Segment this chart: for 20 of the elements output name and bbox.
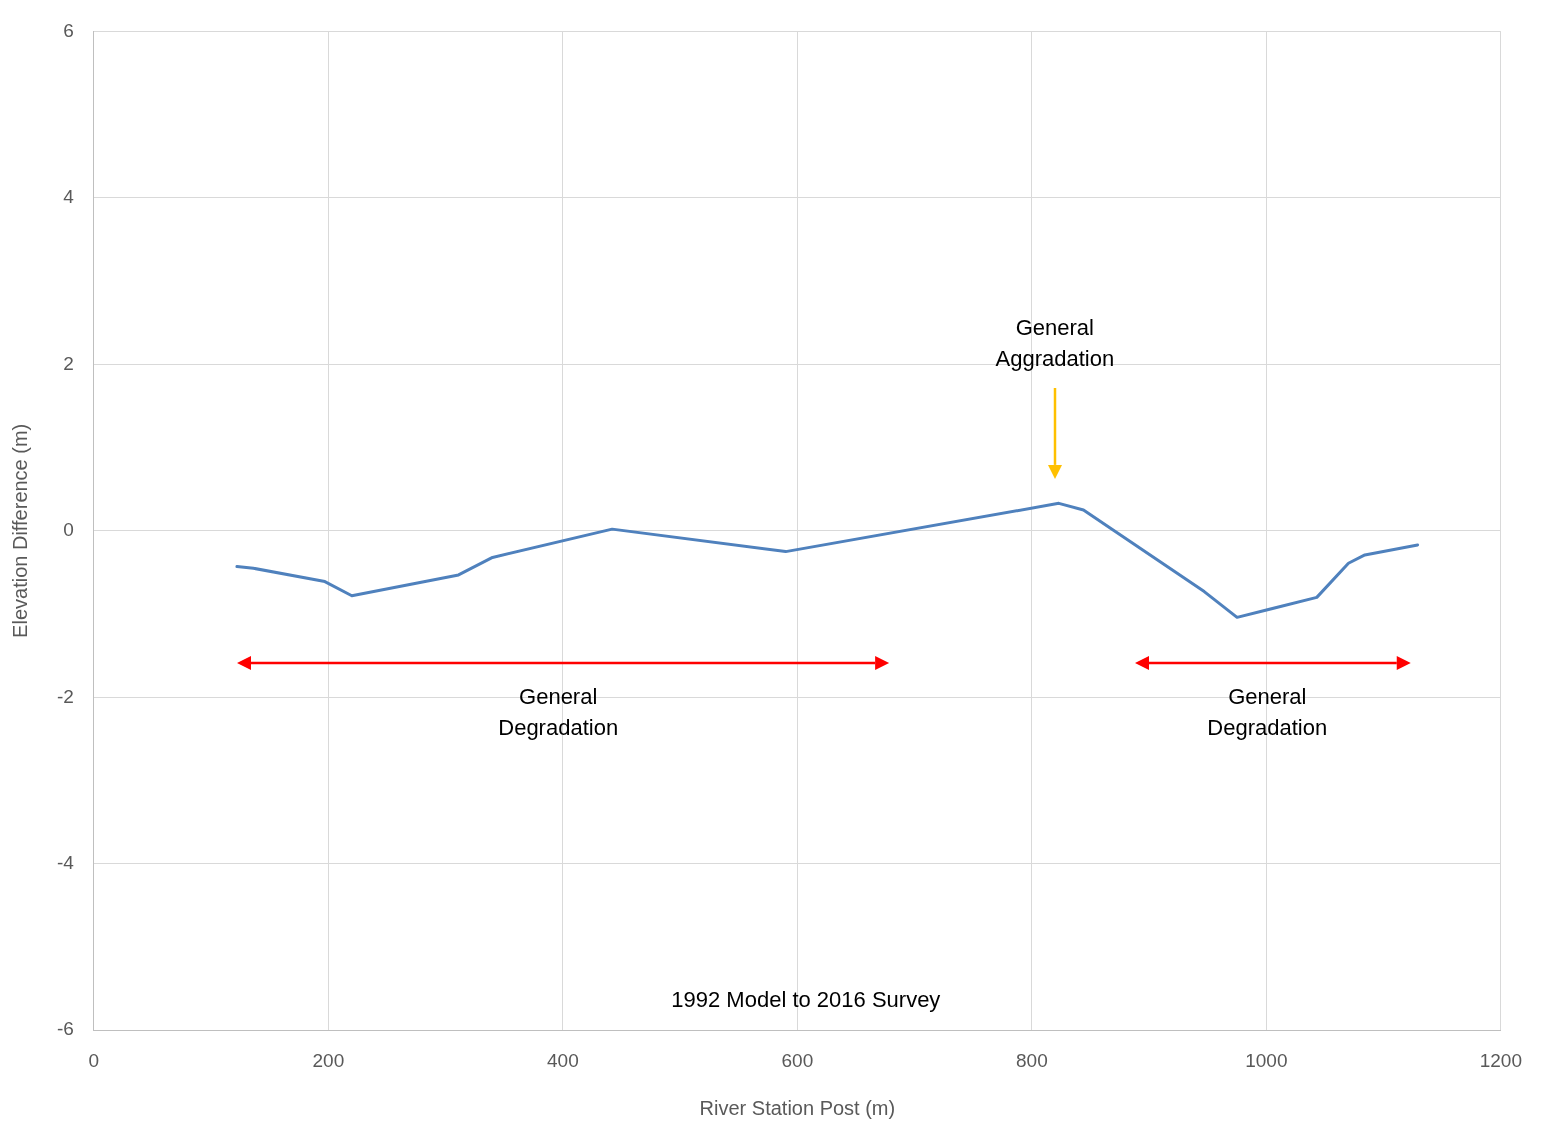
annotation: 1992 Model to 2016 Survey [671, 987, 941, 1013]
x-tick-label: 600 [781, 1049, 814, 1071]
x-tick-label: 1200 [1479, 1049, 1523, 1071]
y-tick-label: 0 [63, 519, 74, 541]
x-axis-title: River Station Post (m) [699, 1096, 896, 1119]
y-axis-title: Elevation Difference (m) [8, 423, 31, 638]
annotation: General Aggradation [995, 315, 1115, 372]
y-tick-label: 4 [63, 186, 75, 208]
x-tick-label: 0 [88, 1049, 100, 1071]
y-tick-label: 2 [63, 352, 74, 374]
annotation: General Degradation [498, 683, 619, 740]
y-tick-label: -6 [56, 1018, 74, 1040]
y-tick-label: -2 [56, 685, 74, 707]
x-tick-label: 400 [547, 1049, 579, 1071]
x-tick-label: 800 [1016, 1049, 1048, 1071]
x-tick-label: 200 [312, 1049, 345, 1071]
y-tick-label: 6 [63, 19, 74, 41]
x-tick-label: 1000 [1245, 1049, 1288, 1071]
annotation: General Degradation [1207, 683, 1328, 740]
y-tick-label: -4 [56, 851, 75, 873]
